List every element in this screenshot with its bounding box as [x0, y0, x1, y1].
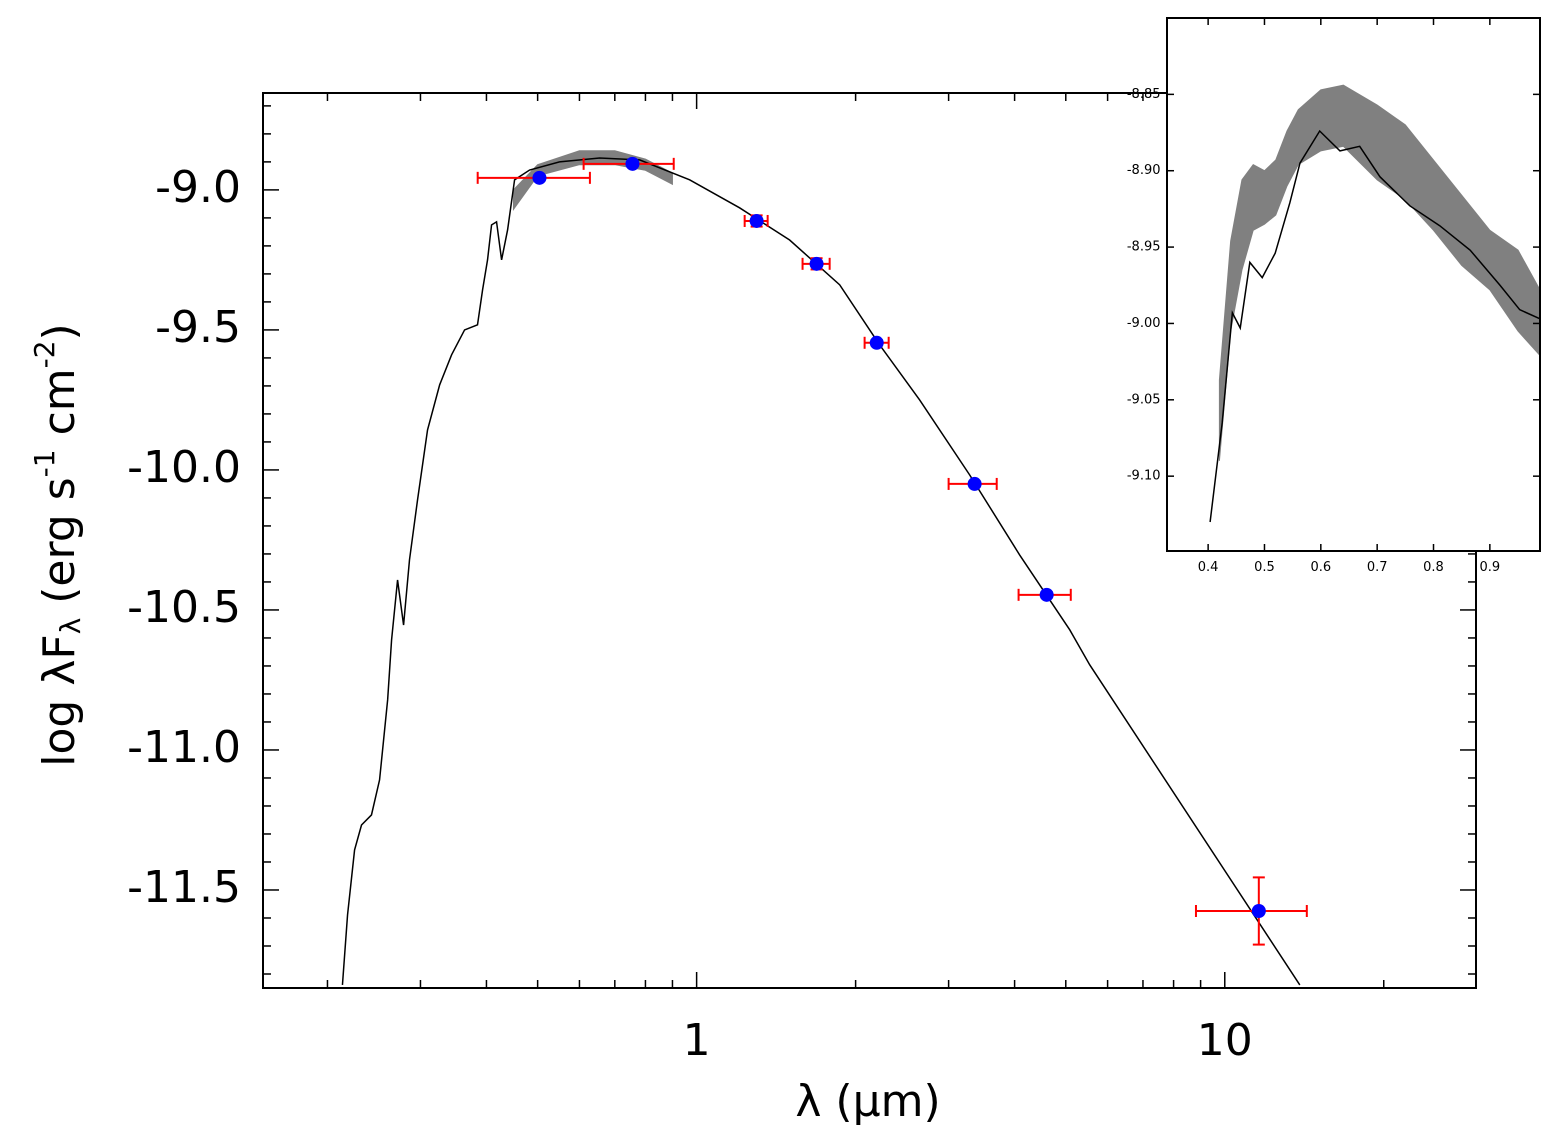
x-tick-label: 0.6 — [1310, 560, 1331, 575]
data-point — [967, 476, 982, 491]
data-point — [749, 213, 764, 228]
x-tick-label: 0.9 — [1480, 560, 1501, 575]
x-tick-label: 10 — [1197, 1015, 1253, 1066]
y-tick-label: -9.0 — [155, 162, 241, 213]
y-label-sub: λ — [54, 618, 87, 635]
y-axis-label: log λFλ (erg s-1 cm-2) — [28, 323, 87, 766]
data-point — [869, 335, 884, 350]
x-axis-label: λ (μm) — [795, 1076, 940, 1127]
plot-frame — [1166, 17, 1541, 552]
y-label-sup: -2 — [28, 340, 61, 368]
y-tick-label: -9.10 — [1127, 469, 1161, 484]
x-tick-label: 0.5 — [1254, 560, 1275, 575]
y-label-part: cm — [34, 368, 85, 449]
y-tick-label: -10.5 — [127, 582, 241, 633]
model-spectrum — [1209, 129, 1540, 523]
data-point — [532, 170, 547, 185]
y-tick-label: -8.85 — [1127, 87, 1161, 102]
y-tick-label: -9.5 — [155, 302, 241, 353]
uncertainty-band — [1218, 84, 1540, 461]
y-tick-label: -8.90 — [1127, 163, 1161, 178]
x-tick-label: 0.7 — [1367, 560, 1388, 575]
y-tick-label: -9.05 — [1127, 392, 1161, 407]
x-tick-label: 0.4 — [1198, 560, 1219, 575]
x-tick-label: 0.8 — [1423, 560, 1444, 575]
data-point — [809, 256, 824, 271]
model-spectrum — [341, 157, 1301, 986]
y-label-part: ) — [34, 323, 85, 340]
y-tick-label: -11.0 — [127, 722, 241, 773]
data-point — [1251, 903, 1266, 918]
y-label-part: log λF — [34, 634, 85, 766]
y-label-part: (erg s — [34, 477, 85, 617]
y-tick-label: -8.95 — [1127, 240, 1161, 255]
y-tick-label: -11.5 — [127, 862, 241, 913]
y-tick-label: -9.00 — [1127, 316, 1161, 331]
y-tick-label: -10.0 — [127, 442, 241, 493]
data-point — [625, 156, 640, 171]
y-label-sup: -1 — [28, 449, 61, 477]
data-point — [1039, 587, 1054, 602]
x-tick-label: 1 — [683, 1015, 711, 1066]
